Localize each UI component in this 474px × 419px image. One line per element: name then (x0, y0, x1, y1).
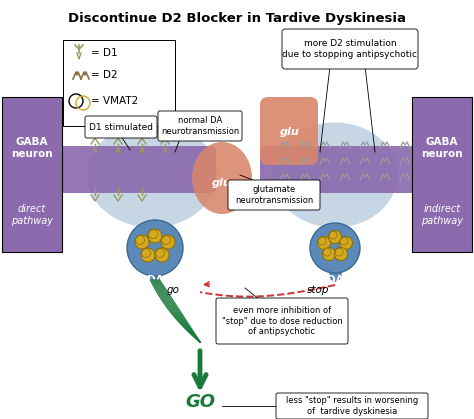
FancyBboxPatch shape (282, 29, 418, 69)
Text: go: go (166, 285, 180, 295)
Ellipse shape (273, 122, 398, 228)
FancyBboxPatch shape (260, 146, 418, 193)
FancyBboxPatch shape (260, 97, 318, 165)
Text: glu: glu (280, 127, 300, 137)
Text: GABA
neuron: GABA neuron (421, 137, 463, 159)
Text: = D2: = D2 (91, 70, 118, 80)
Ellipse shape (87, 122, 217, 228)
Circle shape (318, 236, 330, 249)
Text: D1 stimulated: D1 stimulated (89, 122, 153, 132)
Circle shape (135, 235, 149, 249)
Circle shape (310, 223, 360, 273)
Text: DA: DA (146, 275, 164, 285)
FancyBboxPatch shape (216, 298, 348, 344)
Circle shape (148, 229, 162, 243)
Bar (412, 97, 472, 252)
Text: glutamate
neurotransmission: glutamate neurotransmission (235, 185, 313, 205)
Text: DA: DA (327, 275, 343, 285)
Bar (2, 97, 62, 252)
Text: indirect
pathway: indirect pathway (421, 204, 463, 226)
Circle shape (161, 235, 175, 249)
Circle shape (335, 248, 347, 261)
Text: GO: GO (185, 393, 215, 411)
Text: Discontinue D2 Blocker in Tardive Dyskinesia: Discontinue D2 Blocker in Tardive Dyskin… (68, 12, 406, 25)
Text: GABA
neuron: GABA neuron (11, 137, 53, 159)
Text: direct
pathway: direct pathway (11, 204, 53, 226)
FancyBboxPatch shape (276, 393, 428, 419)
Circle shape (322, 248, 336, 261)
Text: normal DA
neurotransmission: normal DA neurotransmission (161, 116, 239, 136)
Circle shape (155, 248, 169, 262)
Text: = D1: = D1 (91, 48, 118, 58)
FancyBboxPatch shape (56, 146, 216, 193)
Text: glu: glu (212, 178, 232, 188)
FancyBboxPatch shape (158, 111, 242, 141)
Text: more D2 stimulation
due to stopping antipsychotic: more D2 stimulation due to stopping anti… (283, 39, 418, 59)
Text: less "stop" results in worsening
of  tardive dyskinesia: less "stop" results in worsening of tard… (286, 396, 418, 416)
Circle shape (127, 220, 183, 276)
Ellipse shape (192, 142, 252, 214)
Text: stop: stop (307, 285, 329, 295)
Text: = VMAT2: = VMAT2 (91, 96, 138, 106)
Text: even more inhibition of
"stop" due to dose reduction
of antipsychotic: even more inhibition of "stop" due to do… (222, 306, 342, 336)
FancyBboxPatch shape (85, 116, 157, 138)
FancyBboxPatch shape (228, 180, 320, 210)
Circle shape (328, 230, 341, 243)
Circle shape (339, 236, 353, 249)
FancyBboxPatch shape (63, 40, 175, 126)
Circle shape (141, 248, 155, 262)
